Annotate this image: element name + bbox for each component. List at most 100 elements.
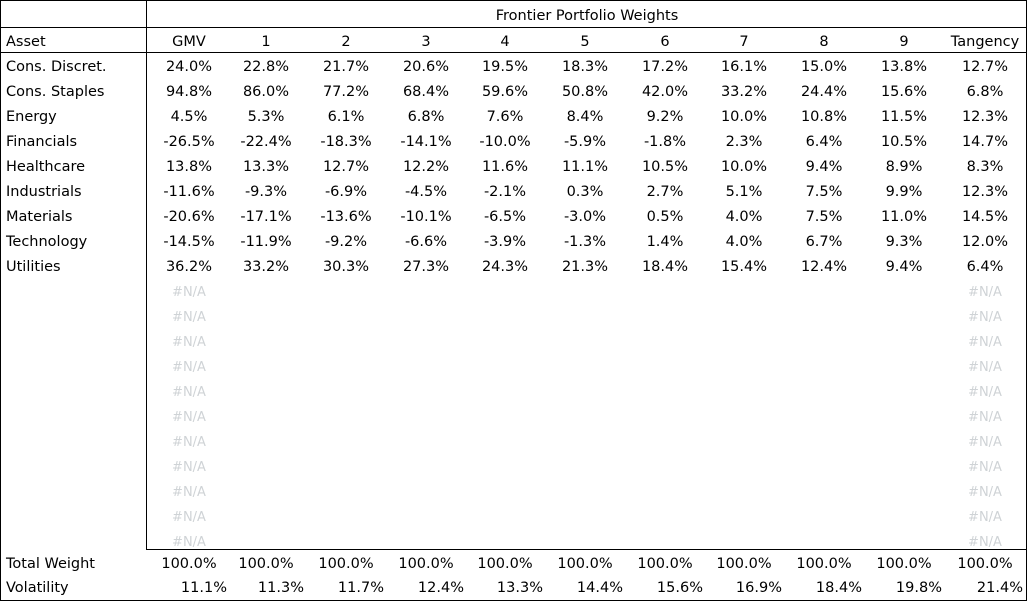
table-cell: 4.0% [725,234,763,250]
na-cell: #N/A [172,385,206,400]
na-cell: #N/A [968,385,1002,400]
table-left-border [146,1,147,549]
column-header: 2 [341,34,351,50]
header-bottom-border [1,52,1026,53]
table-cell: 7.6% [486,109,524,125]
column-header: 8 [819,34,829,50]
table-cell: -11.9% [240,234,292,250]
table-cell: -10.0% [479,134,531,150]
na-cell: #N/A [968,335,1002,350]
table-cell: 30.3% [322,259,370,275]
table-cell: 0.5% [646,209,684,225]
table-cell: 4.5% [170,109,208,125]
total-weight-cell: 100.0% [318,556,374,572]
table-cell: 21.7% [322,59,370,75]
asset-column-header: Asset [6,34,46,50]
volatility-cell: 14.4% [576,580,623,596]
table-cell: 5.3% [247,109,285,125]
na-cell: #N/A [968,310,1002,325]
table-cell: -9.2% [324,234,368,250]
column-header: GMV [172,34,206,50]
table-cell: 33.2% [242,259,290,275]
na-cell: #N/A [968,535,1002,550]
table-cell: 8.9% [885,159,923,175]
na-cell: #N/A [172,535,206,550]
table-cell: -6.6% [404,234,448,250]
table-cell: 18.4% [641,259,689,275]
header-divider [1,27,1026,28]
row-label: Cons. Staples [6,84,105,100]
table-cell: -26.5% [163,134,215,150]
table-cell: -18.3% [320,134,372,150]
na-cell: #N/A [172,285,206,300]
table-cell: 14.5% [961,209,1009,225]
table-cell: 15.0% [800,59,848,75]
table-cell: -4.5% [404,184,448,200]
table-cell: 12.0% [961,234,1009,250]
total-weight-cell: 100.0% [957,556,1013,572]
table-cell: 8.4% [566,109,604,125]
table-cell: -1.8% [643,134,687,150]
table-cell: -13.6% [320,209,372,225]
table-cell: -6.9% [324,184,368,200]
total-weight-cell: 100.0% [796,556,852,572]
table-cell: 50.8% [561,84,609,100]
table-cell: -9.3% [244,184,288,200]
table-cell: 2.7% [646,184,684,200]
table-cell: 13.3% [242,159,290,175]
body-bottom-border [146,549,1026,550]
column-header: 9 [899,34,909,50]
na-cell: #N/A [968,360,1002,375]
volatility-cell: 12.4% [417,580,464,596]
column-header: 5 [580,34,590,50]
na-cell: #N/A [968,435,1002,450]
table-cell: 18.3% [561,59,609,75]
table-cell: 12.2% [402,159,450,175]
row-label: Cons. Discret. [6,59,107,75]
table-cell: 19.5% [481,59,529,75]
table-cell: 24.4% [800,84,848,100]
total-weight-label: Total Weight [6,556,95,572]
row-label: Industrials [6,184,82,200]
table-cell: 21.3% [561,259,609,275]
table-cell: 13.8% [880,59,928,75]
table-cell: 17.2% [641,59,689,75]
table-cell: 2.3% [725,134,763,150]
table-cell: 9.2% [646,109,684,125]
table-cell: 12.7% [961,59,1009,75]
table-cell: 1.4% [646,234,684,250]
table-cell: 6.4% [966,259,1004,275]
column-header: 7 [739,34,749,50]
table-cell: 7.5% [805,209,843,225]
na-cell: #N/A [172,435,206,450]
table-cell: -17.1% [240,209,292,225]
row-label: Utilities [6,259,61,275]
table-cell: 0.3% [566,184,604,200]
table-cell: -11.6% [163,184,215,200]
total-weight-cell: 100.0% [477,556,533,572]
volatility-cell: 11.3% [257,580,304,596]
table-cell: 16.1% [720,59,768,75]
na-cell: #N/A [968,460,1002,475]
total-weight-cell: 100.0% [398,556,454,572]
na-cell: #N/A [172,485,206,500]
volatility-cell: 21.4% [976,580,1023,596]
table-cell: 24.3% [481,259,529,275]
table-cell: 24.0% [165,59,213,75]
table-cell: 77.2% [322,84,370,100]
volatility-label: Volatility [6,580,69,596]
table-cell: 6.7% [805,234,843,250]
table-cell: 10.0% [720,159,768,175]
na-cell: #N/A [968,510,1002,525]
table-title: Frontier Portfolio Weights [495,8,679,24]
table-cell: -2.1% [483,184,527,200]
table-cell: 9.9% [885,184,923,200]
table-cell: 20.6% [402,59,450,75]
row-label: Energy [6,109,57,125]
table-cell: 13.8% [165,159,213,175]
row-label: Financials [6,134,78,150]
volatility-cell: 13.3% [496,580,543,596]
table-cell: 15.6% [880,84,928,100]
table-cell: 10.5% [880,134,928,150]
row-label: Technology [6,234,88,250]
